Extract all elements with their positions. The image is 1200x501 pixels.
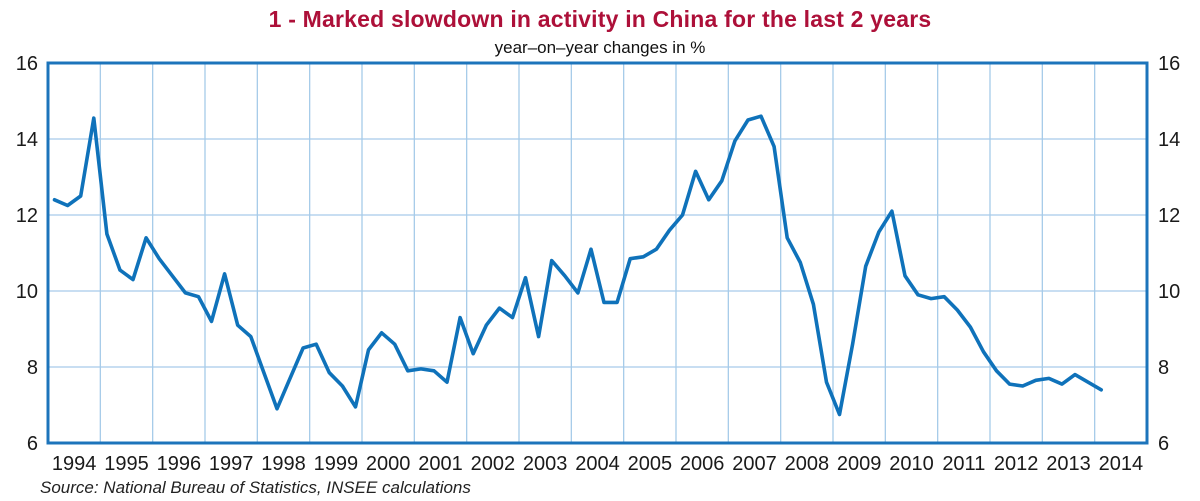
x-axis-label: 2004 (575, 453, 620, 475)
y-axis-label-left: 10 (16, 281, 38, 303)
x-axis-label: 2001 (418, 453, 463, 475)
x-axis-label: 2008 (785, 453, 830, 475)
y-axis-label-right: 10 (1158, 281, 1180, 303)
x-axis-label: 1995 (104, 453, 149, 475)
y-axis-label-left: 16 (16, 53, 38, 75)
x-axis-label: 1997 (209, 453, 254, 475)
x-axis-label: 1999 (314, 453, 359, 475)
x-axis-label: 2006 (680, 453, 725, 475)
chart-subtitle: year–on–year changes in % (494, 38, 706, 57)
y-axis-label-left: 12 (16, 205, 38, 227)
data-line (52, 114, 1103, 417)
y-axis-label-left: 8 (27, 357, 38, 379)
y-axis-label-right: 8 (1158, 357, 1169, 379)
x-axis-label: 2007 (732, 453, 777, 475)
y-axis-label-right: 14 (1158, 129, 1180, 151)
x-axis-label: 2002 (471, 453, 516, 475)
source-note: Source: National Bureau of Statistics, I… (40, 478, 471, 497)
x-axis-label: 2005 (628, 453, 673, 475)
x-axis-label: 2013 (1046, 453, 1091, 475)
x-axis-label: 2012 (994, 453, 1039, 475)
x-axis-label: 2010 (889, 453, 934, 475)
x-axis-label: 1998 (261, 453, 306, 475)
plot-border (46, 61, 1149, 445)
x-axis-label: 2003 (523, 453, 568, 475)
y-axis-label-left: 14 (16, 129, 38, 151)
x-axis-label: 2011 (942, 453, 985, 475)
y-axis-label-right: 16 (1158, 53, 1180, 75)
x-axis-label: 2014 (1099, 453, 1144, 475)
x-axis-label: 1996 (157, 453, 202, 475)
chart-title: 1 - Marked slowdown in activity in China… (268, 6, 932, 32)
y-axis-label-right: 12 (1158, 205, 1180, 227)
x-axis-label: 2009 (837, 453, 882, 475)
y-axis-label-right: 6 (1158, 433, 1169, 455)
x-axis-label: 1994 (52, 453, 97, 475)
y-axis-label-left: 6 (27, 433, 38, 455)
x-axis-label: 2000 (366, 453, 411, 475)
